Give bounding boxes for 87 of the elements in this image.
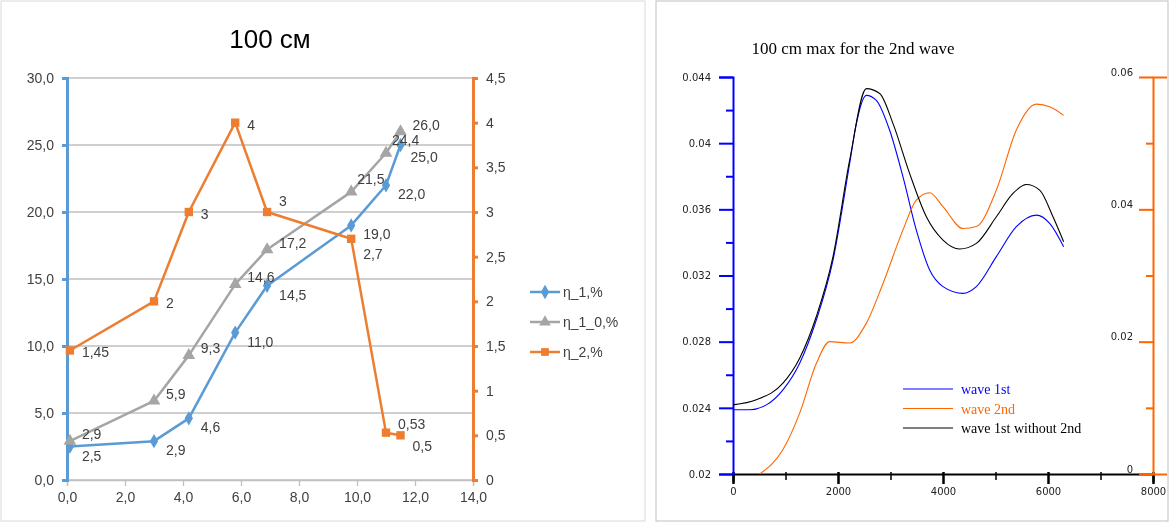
data-label: 5,9 [166, 385, 186, 402]
legend-label: η_1,% [563, 284, 603, 300]
data-label: 1,45 [81, 344, 110, 361]
y-tick-label: 0.04 [688, 137, 711, 149]
point [231, 118, 240, 127]
chart-title: 100 cm max for the 2nd wave [751, 39, 955, 58]
x-tick-label: 10,0 [343, 488, 372, 505]
legend-label: wave 1st [961, 382, 1011, 397]
y2-tick-label: 0,5 [486, 427, 506, 444]
data-label: 2,9 [81, 426, 102, 443]
y-tick-label: 5,0 [34, 404, 55, 421]
y2-tick-label: 4,5 [486, 69, 506, 86]
x-tick-label: 0 [730, 486, 737, 498]
y-tick-label: 0.032 [682, 270, 711, 282]
x-tick-label: 12,0 [401, 488, 430, 505]
data-label: 0,53 [398, 415, 426, 432]
point [381, 428, 391, 437]
data-label: 4 [247, 116, 256, 133]
point [65, 346, 75, 355]
y-tick-label: 25,0 [26, 136, 55, 153]
y2-tick-label: 4 [486, 114, 494, 131]
y2-tick-label: 2 [486, 293, 494, 310]
point [147, 393, 161, 405]
chart-title: 100 см [229, 24, 311, 54]
y2-tick-label: 0.02 [1110, 331, 1133, 343]
data-label: 26,0 [412, 116, 440, 133]
data-label: 2,9 [166, 442, 186, 459]
y-tick-label: 0.044 [682, 71, 711, 83]
x-tick-label: 6,0 [231, 488, 252, 505]
data-label: 2 [166, 295, 174, 312]
y-tick-label: 15,0 [26, 270, 55, 287]
y2-tick-label: 0.04 [1110, 198, 1133, 210]
point [396, 431, 405, 440]
point [379, 145, 393, 157]
data-label: 25,0 [410, 149, 438, 165]
point [344, 184, 358, 196]
legend-label: wave 2nd [961, 401, 1016, 417]
data-label: 2,7 [363, 245, 383, 262]
x-tick-label: 0,0 [57, 488, 78, 505]
point [63, 433, 77, 445]
legend-label: wave 1st without 2nd [961, 421, 1082, 436]
data-label: 14,6 [247, 269, 275, 286]
data-label: 3 [279, 193, 288, 209]
y-tick-label: 20,0 [26, 203, 55, 220]
data-label: 17,2 [279, 234, 307, 251]
legend-label: η_2,% [563, 344, 603, 360]
x-tick-label: 4000 [930, 486, 957, 498]
data-label: 22,0 [398, 186, 426, 203]
data-label: 4,6 [200, 419, 221, 436]
point [182, 348, 196, 360]
data-label: 0,5 [412, 438, 433, 455]
y2-tick-label: 0.06 [1110, 66, 1133, 78]
data-label: 19,0 [363, 226, 391, 243]
x-tick-label: 2000 [825, 486, 852, 498]
point [260, 242, 274, 254]
x-tick-label: 6000 [1035, 486, 1062, 498]
point [228, 277, 242, 289]
y-tick-label: 0.036 [682, 204, 711, 216]
y2-tick-label: 0 [1126, 463, 1133, 475]
data-label: 11,0 [247, 333, 274, 350]
x-tick-label: 14,0 [459, 488, 488, 505]
y-tick-label: 0.02 [688, 468, 711, 480]
y2-tick-label: 1,5 [486, 337, 506, 354]
legend-label: η_1_0,% [563, 314, 619, 330]
x-tick-label: 2,0 [115, 488, 136, 505]
y-tick-label: 30,0 [26, 69, 55, 86]
data-label: 9,3 [200, 340, 221, 357]
y2-tick-label: 1 [486, 382, 494, 399]
point [347, 234, 356, 243]
x-tick-label: 8000 [1140, 486, 1167, 498]
point [184, 207, 193, 217]
data-label: 24,4 [392, 132, 420, 149]
y-tick-label: 0.024 [682, 402, 711, 414]
x-tick-label: 4,0 [173, 488, 194, 505]
y2-tick-label: 3,5 [486, 159, 506, 176]
point [394, 124, 407, 136]
data-label: 2,5 [81, 447, 102, 464]
y-tick-label: 0.028 [682, 336, 711, 348]
data-label: 3 [200, 206, 209, 222]
y2-tick-label: 2,5 [486, 248, 506, 265]
point [149, 297, 159, 306]
y2-tick-label: 3 [486, 203, 494, 220]
data-label: 14,5 [279, 286, 307, 303]
data-label: 21,5 [357, 170, 385, 187]
y-tick-label: 10,0 [26, 337, 55, 354]
x-tick-label: 8,0 [289, 488, 310, 505]
point [262, 207, 272, 217]
